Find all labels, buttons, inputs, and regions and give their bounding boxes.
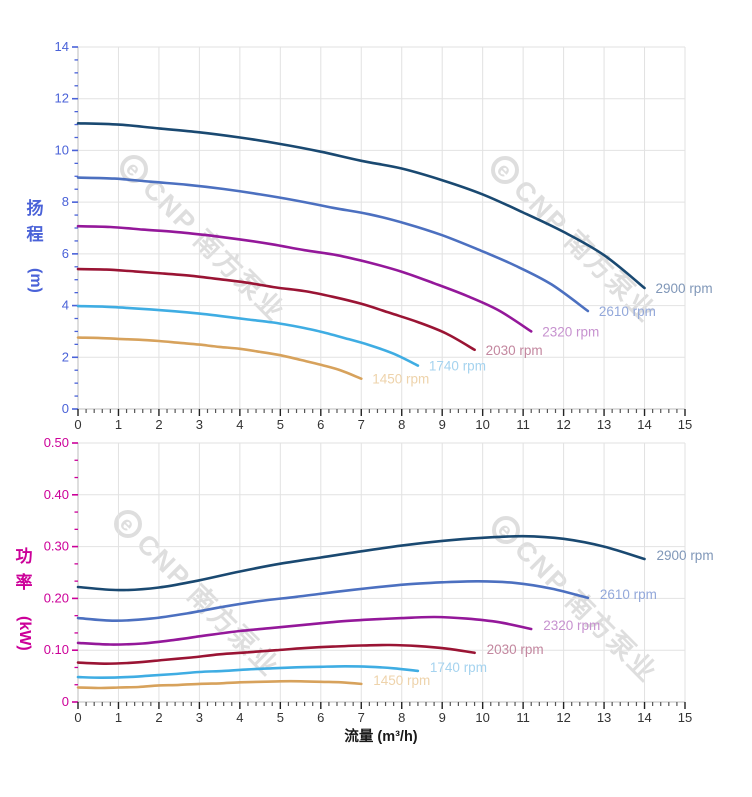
power-curve-1740rpm xyxy=(76,664,420,680)
head-series-label-2610rpm: 2610 rpm xyxy=(599,304,656,319)
power-axis-tick-label: 0.50 xyxy=(44,435,69,450)
head-series-label-1450rpm: 1450 rpm xyxy=(372,372,429,387)
flow-axis-tick-label: 11 xyxy=(516,710,530,725)
head-axis-tick-label: 4 xyxy=(62,298,69,313)
power-axis-title-char: 功 xyxy=(16,547,33,566)
flow-axis-tick-label: 0 xyxy=(74,710,81,725)
head-axis-tick-label: 12 xyxy=(55,91,69,106)
flow-axis-tick-label: 2 xyxy=(155,710,162,725)
head-axis-tick-label: 6 xyxy=(62,246,69,261)
head-series-label-2320rpm: 2320 rpm xyxy=(542,324,599,339)
flow-axis-tick-label: 9 xyxy=(439,710,446,725)
head-axis-tick-label: 0 xyxy=(62,401,69,416)
head-curve-2610rpm xyxy=(76,176,590,313)
head-series-label-2900rpm: 2900 rpm xyxy=(656,281,713,296)
flow-axis-tick-label: 0 xyxy=(74,417,81,432)
power-axis-title-unit: (kW) xyxy=(16,616,33,651)
flow-axis-tick-label: 7 xyxy=(358,710,365,725)
flow-axis-tick-label: 14 xyxy=(637,417,651,432)
cnp-logo-icon xyxy=(491,156,519,184)
flow-axis-tick-label: 7 xyxy=(358,417,365,432)
flow-axis-tick-label: 5 xyxy=(277,417,284,432)
curves-layer xyxy=(76,122,646,690)
flow-axis-tick-label: 6 xyxy=(317,417,324,432)
power-curve-2320rpm xyxy=(76,615,533,646)
head-axis-tick-label: 10 xyxy=(55,142,69,157)
flow-axis-tick-label: 15 xyxy=(678,417,692,432)
watermark-text: CNP 南方泵业 xyxy=(131,528,286,683)
head-curve-1740rpm xyxy=(76,304,420,367)
head-axis-title-char: 扬 xyxy=(27,198,44,218)
head-series-label-1740rpm: 1740 rpm xyxy=(429,359,486,374)
flow-axis-tick-label: 13 xyxy=(597,710,611,725)
flow-axis-tick-label: 4 xyxy=(236,417,243,432)
power-series-label-1740rpm: 1740 rpm xyxy=(430,660,487,675)
flow-axis-title: 流量 (m³/h) xyxy=(344,727,417,745)
flow-axis-tick-label: 9 xyxy=(439,417,446,432)
cnp-logo-icon xyxy=(114,510,142,538)
head-axis-tick-label: 8 xyxy=(62,194,69,209)
power-axis-tick-label: 0.10 xyxy=(44,642,69,657)
flow-axis-tick-label: 15 xyxy=(678,710,692,725)
cnp-logo-icon xyxy=(120,155,148,183)
power-axis-tick-label: 0.30 xyxy=(44,539,69,554)
flow-axis-tick-label: 1 xyxy=(115,710,122,725)
power-curve-2900rpm xyxy=(76,534,646,592)
head-axis-tick-label: 14 xyxy=(55,39,69,54)
flow-axis-tick-label: 5 xyxy=(277,710,284,725)
flow-axis-tick-label: 1 xyxy=(115,417,122,432)
head-curve-2900rpm xyxy=(76,122,646,290)
flow-axis-tick-label: 6 xyxy=(317,710,324,725)
flow-axis-tick-label: 3 xyxy=(196,417,203,432)
flow-axis-tick-label: 2 xyxy=(155,417,162,432)
flow-axis-tick-label: 14 xyxy=(637,710,651,725)
head-series-label-2030rpm: 2030 rpm xyxy=(486,343,543,358)
power-axis-tick-label: 0.20 xyxy=(44,590,69,605)
flow-axis-tick-label: 4 xyxy=(236,710,243,725)
cnp-logo-icon xyxy=(492,516,520,544)
flow-axis-tick-label: 10 xyxy=(475,417,489,432)
flow-axis-tick-label: 8 xyxy=(398,417,405,432)
power-series-label-2030rpm: 2030 rpm xyxy=(487,642,544,657)
power-series-label-2900rpm: 2900 rpm xyxy=(657,548,714,563)
flow-axis-tick-label: 3 xyxy=(196,710,203,725)
power-axis-title-char: 率 xyxy=(16,572,33,592)
head-curve-1450rpm xyxy=(76,336,363,380)
power-curve-2030rpm xyxy=(76,643,476,666)
head-axis-tick-label: 2 xyxy=(62,349,69,364)
flow-axis-tick-label: 12 xyxy=(556,710,570,725)
head-axis-title-unit: (m) xyxy=(27,268,44,293)
head-curve-2030rpm xyxy=(76,267,476,352)
flow-axis-tick-label: 8 xyxy=(398,710,405,725)
head-axis-title-char: 程 xyxy=(27,225,44,244)
power-axis-tick-label: 0 xyxy=(62,694,69,709)
power-series-label-1450rpm: 1450 rpm xyxy=(373,673,430,688)
head-curve-2320rpm xyxy=(76,224,533,333)
flow-axis-tick-label: 13 xyxy=(597,417,611,432)
power-curve-2610rpm xyxy=(76,579,590,623)
flow-axis-tick-label: 10 xyxy=(475,710,489,725)
power-series-label-2320rpm: 2320 rpm xyxy=(543,618,600,633)
flow-axis-tick-label: 12 xyxy=(556,417,570,432)
flow-axis-tick-label: 11 xyxy=(516,417,530,432)
power-axis-tick-label: 0.40 xyxy=(44,487,69,502)
power-series-label-2610rpm: 2610 rpm xyxy=(600,587,657,602)
power-curve-1450rpm xyxy=(76,679,363,690)
